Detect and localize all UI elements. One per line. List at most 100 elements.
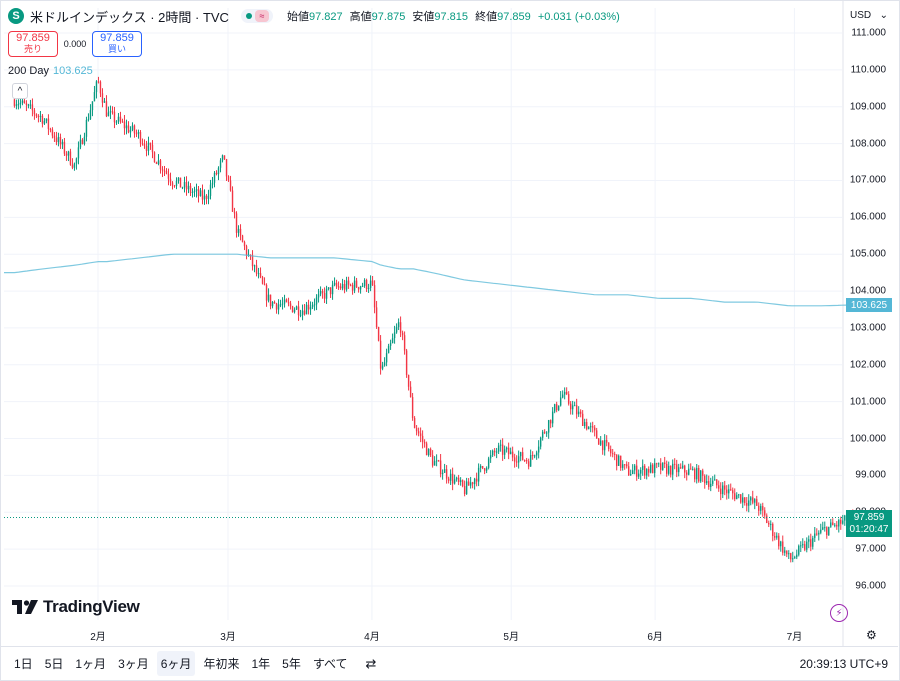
candle-body xyxy=(623,464,626,466)
candle-body xyxy=(329,287,332,295)
candle-body xyxy=(363,280,366,286)
candle-body xyxy=(537,446,540,453)
candle-body xyxy=(758,505,760,511)
candle-body xyxy=(820,529,822,533)
candle-body xyxy=(77,147,80,159)
chart-legend-header: S 米ドルインデックス · 2時間 · TVC ≈ 始値97.827 高値97.… xyxy=(8,7,620,25)
candle-body xyxy=(497,445,500,452)
candle-body xyxy=(403,335,406,351)
candle-body xyxy=(521,452,524,460)
candle-body xyxy=(507,447,510,455)
candle-body xyxy=(499,444,502,446)
candle-body xyxy=(798,545,800,555)
candle-body xyxy=(607,442,610,450)
buy-button[interactable]: 97.859 買い xyxy=(92,31,142,57)
candle-body xyxy=(359,286,362,290)
range-3m-button[interactable]: 3ヶ月 xyxy=(118,657,149,671)
candle-body xyxy=(157,160,160,165)
candle-body xyxy=(281,303,284,305)
candle-body xyxy=(435,460,438,462)
candle-body xyxy=(487,458,490,468)
candle-body xyxy=(409,386,412,398)
candle-body xyxy=(229,180,232,191)
range-1m-button[interactable]: 1ヶ月 xyxy=(75,657,107,671)
candle-body xyxy=(583,422,586,426)
candle-body xyxy=(159,160,162,170)
sell-button[interactable]: 97.859 売り xyxy=(8,31,58,57)
range-1d-button[interactable]: 1日 xyxy=(14,657,33,671)
candle-body xyxy=(639,469,642,474)
candle-body xyxy=(279,304,282,306)
candle-body xyxy=(295,306,298,310)
time-tick-label: 7月 xyxy=(786,632,803,643)
candle-body xyxy=(774,536,776,538)
candle-body xyxy=(633,465,636,471)
range-5d-button[interactable]: 5日 xyxy=(44,657,64,671)
candle-body xyxy=(724,485,726,490)
lightning-icon[interactable]: ⚡ xyxy=(830,604,848,622)
candle-body xyxy=(541,431,544,438)
clock-timezone[interactable]: 20:39:13 UTC+9 xyxy=(799,656,888,671)
candle-body xyxy=(625,464,628,467)
ma-price-tag: 103.625 xyxy=(846,298,892,312)
candle-body xyxy=(397,322,400,328)
candle-body xyxy=(637,473,640,477)
candle-body xyxy=(147,142,150,151)
price-tick-label: 104.000 xyxy=(849,285,886,297)
candle-body xyxy=(557,405,560,411)
candle-body xyxy=(451,473,454,484)
range-ytd-button[interactable]: 年初来 xyxy=(203,657,240,671)
currency-selector[interactable]: USD ⌄ xyxy=(846,6,892,24)
candle-body xyxy=(69,151,72,165)
collapse-legend-icon[interactable]: ^ xyxy=(12,83,28,99)
gear-icon[interactable]: ⚙ xyxy=(866,628,877,642)
high-label: 高値 xyxy=(349,11,372,23)
candle-body xyxy=(301,310,304,315)
candle-body xyxy=(716,479,718,486)
candle-body xyxy=(577,411,580,415)
candle-body xyxy=(235,213,238,233)
candle-body xyxy=(680,467,682,469)
candle-body xyxy=(89,110,92,120)
candle-body xyxy=(433,461,436,466)
candle-body xyxy=(361,285,364,287)
symbol-logo-icon: S xyxy=(8,8,24,24)
candle-body xyxy=(702,470,704,476)
candle-body xyxy=(173,185,176,187)
candle-body xyxy=(766,515,768,523)
candle-body xyxy=(151,144,154,153)
tradingview-logo[interactable]: TradingView xyxy=(12,597,140,617)
compare-range-icon[interactable]: ⇄ xyxy=(365,655,377,671)
candle-body xyxy=(297,306,300,316)
candle-body xyxy=(27,104,30,106)
candle-body xyxy=(391,338,394,344)
range-all-button[interactable]: すべて xyxy=(312,657,348,671)
range-1y-button[interactable]: 1年 xyxy=(251,657,271,671)
candle-body xyxy=(83,136,86,145)
range-6m-button[interactable]: 6ヶ月 xyxy=(156,651,196,676)
candle-body xyxy=(840,519,842,524)
candle-body xyxy=(39,115,42,117)
candle-body xyxy=(467,481,470,486)
candle-body xyxy=(760,506,762,511)
candle-body xyxy=(285,299,288,303)
market-status-pill[interactable]: ≈ xyxy=(240,9,273,23)
price-tick-label: 101.000 xyxy=(849,396,886,408)
candle-body xyxy=(505,447,508,450)
candle-body xyxy=(788,553,790,555)
candle-body xyxy=(383,362,386,366)
candle-body xyxy=(387,345,390,354)
candle-body xyxy=(575,405,578,415)
range-5y-button[interactable]: 5年 xyxy=(282,657,301,671)
candle-body xyxy=(822,527,824,530)
candle-body xyxy=(643,465,646,476)
candle-body xyxy=(686,472,688,475)
candle-body xyxy=(161,169,164,171)
open-value: 97.827 xyxy=(308,11,343,23)
sell-price: 97.859 xyxy=(16,32,50,44)
symbol-title[interactable]: 米ドルインデックス · 2時間 · TVC xyxy=(30,9,229,25)
candle-body xyxy=(597,438,600,445)
candle-body xyxy=(740,494,742,503)
indicator-legend[interactable]: 200 Day 103.625 xyxy=(8,65,93,77)
